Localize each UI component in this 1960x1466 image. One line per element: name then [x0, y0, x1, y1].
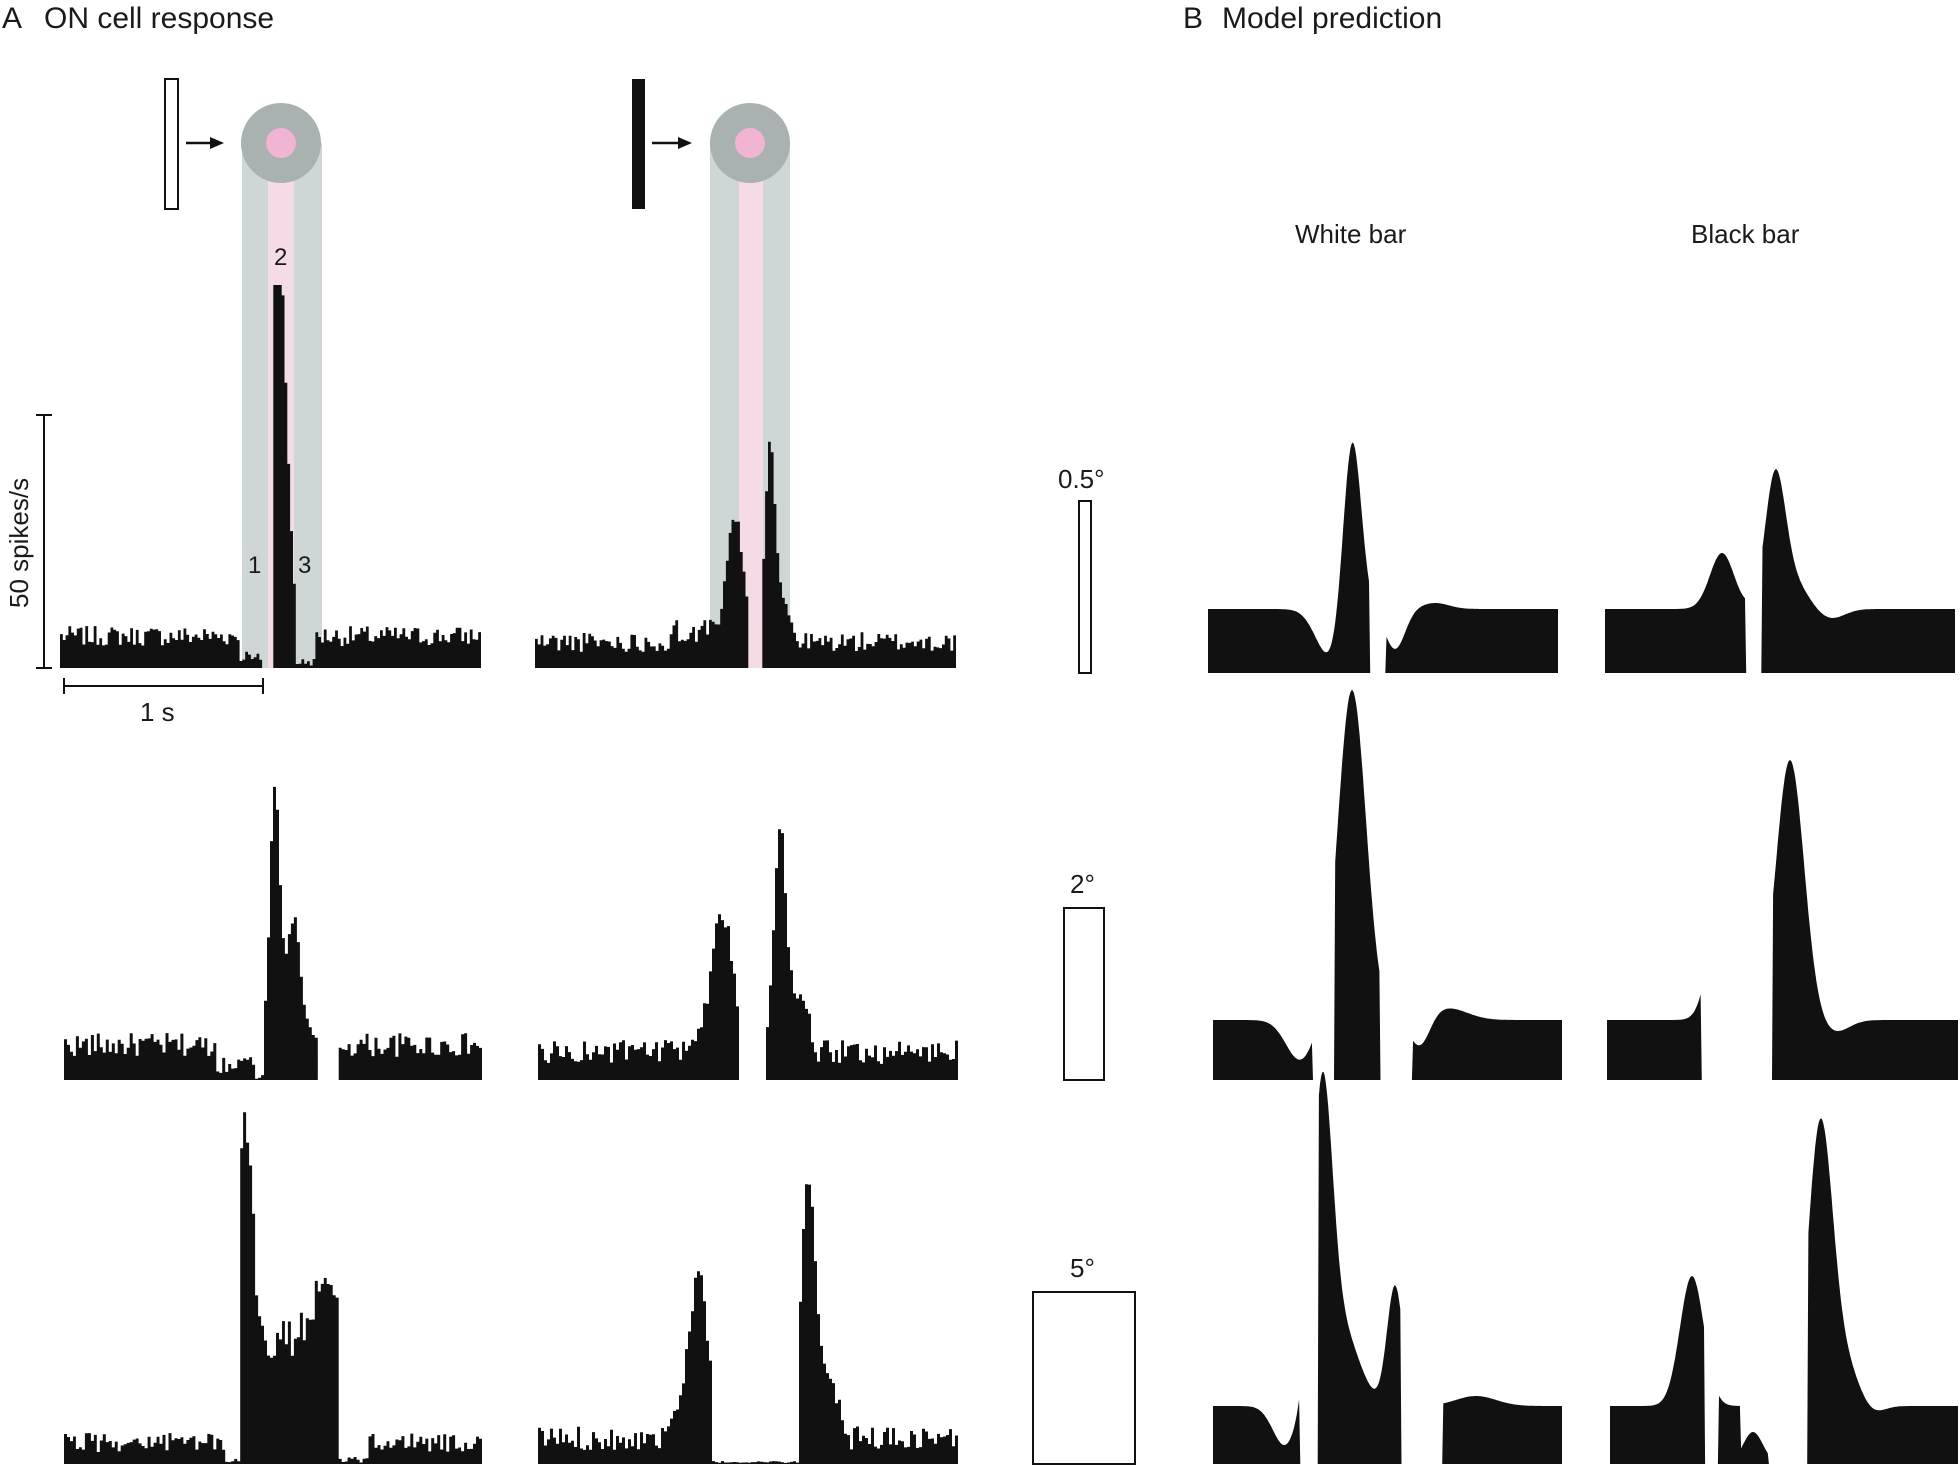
y-scale-label: 50 spikes/s	[4, 478, 34, 608]
bar-width-2-icon	[1063, 907, 1105, 1081]
model-black-5	[1610, 1118, 1958, 1464]
histogram-black-0.5	[535, 441, 956, 668]
histogram-white-5	[64, 1112, 482, 1464]
bar-width-5-icon	[1032, 1291, 1136, 1465]
bar-width-label-2: 2°	[1070, 869, 1095, 899]
bar-width-label-0.5: 0.5°	[1058, 464, 1105, 494]
receptive-field-band-black	[710, 103, 790, 668]
x-scale-label: 1 s	[140, 697, 175, 727]
panel-a: A ON cell response	[2, 2, 958, 1464]
phase-label-1: 1	[248, 552, 261, 579]
bar-width-0.5-icon	[1078, 500, 1092, 674]
column-label-white: White bar	[1295, 219, 1407, 249]
panel-a-letter: A	[2, 2, 22, 35]
panel-b-title: Model prediction	[1222, 2, 1442, 35]
arrow-right-icon	[186, 137, 224, 149]
model-black-0.5	[1605, 469, 1955, 673]
model-white-2	[1213, 690, 1562, 1080]
model-white-5	[1213, 1071, 1562, 1464]
panel-b-letter: B	[1183, 2, 1203, 35]
histogram-black-2	[538, 829, 958, 1080]
histogram-white-2	[64, 786, 482, 1080]
phase-label-3: 3	[298, 552, 311, 579]
x-scale-bar	[63, 678, 264, 694]
receptive-field-center-icon	[735, 128, 765, 158]
panel-b: B Model prediction White bar Black bar	[1183, 2, 1958, 1464]
phase-label-2: 2	[274, 244, 287, 271]
model-black-2	[1607, 760, 1958, 1080]
model-white-0.5	[1208, 442, 1558, 673]
column-label-black: Black bar	[1691, 219, 1800, 249]
histogram-black-5	[538, 1184, 958, 1464]
receptive-field-center-icon	[266, 128, 296, 158]
black-bar-icon	[632, 79, 645, 209]
y-scale-bar	[36, 414, 52, 669]
bar-width-column: 0.5° 2° 5°	[1032, 464, 1136, 1465]
bar-width-label-5: 5°	[1070, 1253, 1095, 1283]
histogram-white-0.5	[60, 285, 481, 668]
arrow-right-icon	[652, 137, 692, 149]
panel-a-title: ON cell response	[44, 2, 274, 35]
white-bar-icon	[164, 78, 179, 210]
